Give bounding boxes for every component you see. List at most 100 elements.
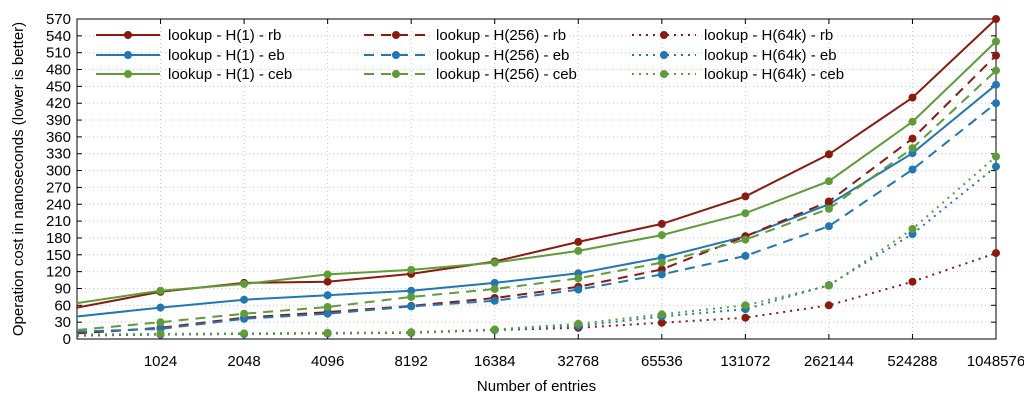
y-tick-label: 420 [46, 95, 71, 112]
x-tick-label: 524288 [887, 353, 937, 370]
y-tick-label: 450 [46, 78, 71, 95]
y-tick-label: 0 [63, 331, 71, 348]
legend-label: lookup - H(64k) - ceb [704, 66, 844, 83]
legend-label: lookup - H(1) - ceb [168, 66, 292, 83]
y-tick-label: 300 [46, 163, 71, 180]
data-point [824, 204, 833, 213]
x-tick-label: 131072 [720, 353, 770, 370]
series-lookup-h-1-eb [76, 80, 1000, 318]
legend-item: lookup - H(256) - ceb [364, 66, 577, 83]
x-tick-label: 262144 [804, 353, 854, 370]
legend-label: lookup - H(64k) - eb [704, 47, 837, 64]
series-lookup-h-256-ceb [76, 66, 1000, 331]
y-tick-label: 120 [46, 264, 71, 281]
legend-item: lookup - H(256) - eb [364, 47, 569, 64]
plot-frame [76, 18, 997, 340]
data-point [992, 15, 1000, 23]
y-tick-label: 390 [46, 112, 71, 129]
y-tick-label: 570 [46, 11, 71, 28]
x-tick-label: 65536 [641, 353, 683, 370]
data-point [156, 286, 165, 295]
data-point [657, 258, 666, 267]
data-point [908, 277, 917, 286]
data-point [824, 150, 833, 159]
series-line [76, 40, 997, 305]
data-point [323, 328, 332, 337]
y-tick-label: 510 [46, 45, 71, 62]
y-tick-label: 60 [54, 297, 71, 314]
x-tick-label: 2048 [227, 353, 260, 370]
data-point [741, 235, 750, 244]
legend-label: lookup - H(256) - ceb [436, 66, 577, 83]
x-tick-label: 1048576 [967, 353, 1024, 370]
y-tick-label: 540 [46, 28, 71, 45]
x-tick-label: 32768 [557, 353, 599, 370]
data-point [407, 292, 416, 301]
data-point [323, 277, 332, 286]
data-point [156, 303, 165, 312]
data-point [908, 117, 917, 126]
data-point [574, 285, 583, 294]
legend-item: lookup - H(1) - eb [96, 47, 285, 64]
data-point [407, 302, 416, 311]
legend-item: lookup - H(64k) - eb [632, 47, 837, 64]
data-point [323, 303, 332, 311]
y-tick-label: 90 [54, 280, 71, 297]
legend-label: lookup - H(256) - rb [436, 27, 566, 44]
y-tick-label: 150 [46, 247, 71, 264]
data-point [490, 285, 499, 293]
axes: 0306090120150180210240270300330360390420… [46, 11, 1024, 370]
x-tick-label: 8192 [394, 353, 427, 370]
legend-marker [392, 51, 400, 59]
legend-marker [392, 31, 400, 39]
data-point [407, 286, 416, 295]
data-point [490, 278, 499, 287]
data-point [824, 281, 833, 290]
data-point [574, 319, 583, 328]
y-tick-label: 180 [46, 230, 71, 247]
data-point [407, 328, 416, 337]
x-tick-label: 16384 [474, 353, 516, 370]
data-point [407, 265, 416, 274]
series-lookup-h-1-ceb [76, 37, 1000, 305]
data-point [992, 152, 1000, 161]
data-point [490, 258, 499, 267]
data-point [992, 51, 1000, 60]
x-tick-label: 1024 [144, 353, 177, 370]
y-tick-label: 330 [46, 146, 71, 163]
y-tick-label: 480 [46, 62, 71, 79]
y-tick-label: 240 [46, 196, 71, 213]
data-point [240, 309, 249, 318]
data-point [240, 329, 249, 338]
series-lookup-h-64k-rb [76, 249, 1000, 339]
data-point [992, 66, 1000, 75]
legend-marker [124, 51, 132, 59]
data-point [992, 37, 1000, 46]
data-point [490, 296, 499, 305]
series-lookup-h-256-eb [76, 99, 1000, 333]
legend-item: lookup - H(1) - rb [96, 27, 281, 44]
data-point [156, 329, 165, 338]
legend: lookup - H(1) - rb lookup - H(1) - eb look… [96, 27, 844, 83]
data-point [908, 93, 917, 102]
legend-marker [124, 31, 132, 39]
data-point [156, 318, 165, 327]
data-point [992, 99, 1000, 108]
data-point [824, 177, 833, 186]
legend-item: lookup - H(64k) - rb [632, 27, 833, 44]
data-point [741, 313, 750, 322]
data-point [657, 231, 666, 240]
data-point [908, 134, 917, 143]
data-point [824, 197, 833, 206]
data-point [741, 192, 750, 201]
data-point [657, 219, 666, 228]
series-line [76, 155, 997, 336]
data-point [657, 310, 666, 319]
data-point [657, 318, 666, 327]
y-tick-label: 210 [46, 213, 71, 230]
data-point [240, 295, 249, 304]
legend-marker [124, 70, 132, 78]
data-point [992, 162, 1000, 171]
data-point [908, 144, 917, 153]
